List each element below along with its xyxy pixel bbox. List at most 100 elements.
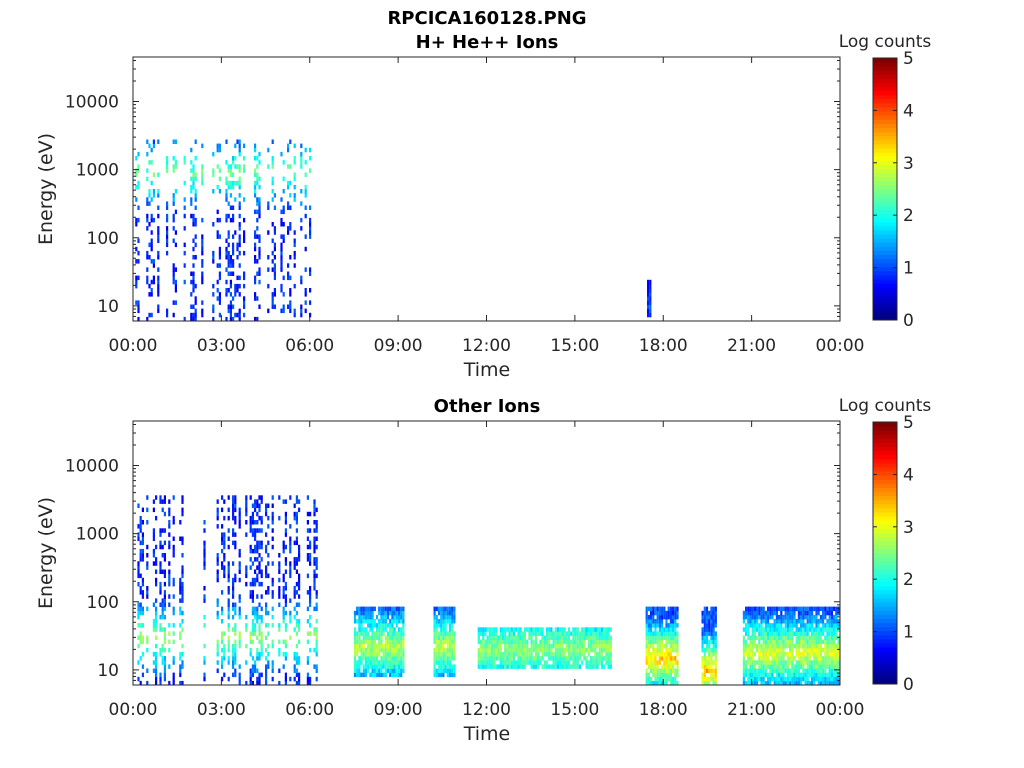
spectrogram-cell	[179, 664, 182, 669]
spectrogram-cell	[254, 279, 257, 285]
spectrogram-cell	[216, 143, 219, 149]
spectrogram-cell	[745, 623, 748, 628]
spectrogram-cell	[835, 606, 838, 612]
spectrogram-cell	[267, 515, 270, 521]
spectrogram-cell	[453, 643, 456, 649]
spectrogram-cell	[362, 635, 365, 640]
spectrogram-cell	[435, 652, 438, 657]
spectrogram-cell	[391, 668, 394, 673]
spectrogram-cell	[256, 209, 259, 215]
spectrogram-cell	[521, 639, 524, 645]
spectrogram-cell	[609, 643, 612, 649]
spectrogram-cell	[665, 660, 668, 665]
spectrogram-cell	[298, 623, 301, 628]
spectrogram-cell	[767, 672, 770, 678]
spectrogram-cell	[298, 499, 301, 504]
spectrogram-cell	[587, 652, 590, 657]
spectrogram-cell	[751, 676, 754, 682]
spectrogram-cell	[168, 520, 171, 525]
spectrogram-cell	[256, 573, 259, 579]
spectrogram-cell	[135, 283, 138, 289]
spectrogram-cell	[795, 643, 798, 649]
spectrogram-cell	[594, 664, 597, 669]
spectrogram-cell	[764, 614, 767, 620]
spectrogram-cell	[833, 631, 836, 636]
spectrogram-cell	[806, 668, 809, 673]
spectrogram-cell	[190, 168, 193, 173]
spectrogram-cell	[714, 660, 717, 665]
spectrogram-cell	[581, 631, 584, 636]
spectrogram-cell	[437, 668, 441, 673]
spectrogram-cell	[300, 189, 303, 194]
colorbar-swatch	[873, 536, 897, 542]
spectrogram-cell	[287, 275, 290, 281]
spectrogram-cell	[433, 639, 436, 645]
colorbar-swatch	[873, 614, 897, 619]
spectrogram-cell	[519, 660, 522, 665]
spectrogram-cell	[710, 664, 713, 669]
spectrogram-cell	[819, 627, 822, 632]
spectrogram-cell	[194, 316, 197, 321]
spectrogram-cell	[773, 664, 776, 669]
spectrogram-cell	[448, 643, 452, 649]
spectrogram-cell	[567, 652, 571, 657]
spectrogram-cell	[786, 668, 789, 673]
spectrogram-cell	[703, 672, 706, 678]
spectrogram-cell	[532, 664, 535, 669]
spectrogram-cell	[216, 668, 219, 673]
spectrogram-cell	[710, 614, 713, 620]
spectrogram-cell	[572, 643, 575, 649]
spectrogram-cell	[282, 548, 285, 554]
spectrogram-cell	[712, 623, 715, 628]
spectrogram-cell	[395, 668, 398, 673]
spectrogram-cell	[267, 586, 270, 591]
spectrogram-cell	[271, 156, 274, 161]
spectrogram-cell	[256, 520, 259, 525]
spectrogram-cell	[493, 656, 496, 661]
spectrogram-cell	[218, 147, 221, 153]
spectrogram-cell	[433, 656, 436, 661]
spectrogram-cell	[600, 664, 604, 669]
spectrogram-cell	[501, 656, 505, 661]
spectrogram-cell	[371, 668, 374, 673]
spectrogram-cell	[254, 246, 257, 252]
spectrogram-cell	[150, 279, 153, 285]
spectrogram-cell	[367, 635, 370, 640]
spectrogram-cell	[701, 619, 704, 624]
spectrogram-cell	[583, 631, 586, 636]
spectrogram-cell	[221, 532, 224, 537]
spectrogram-cell	[782, 664, 785, 669]
spectrogram-cell	[313, 544, 316, 550]
spectrogram-cell	[819, 643, 822, 649]
spectrogram-cell	[234, 515, 237, 521]
spectrogram-cell	[603, 627, 606, 632]
spectrogram-cell	[804, 610, 807, 616]
spectrogram-cell	[293, 627, 296, 632]
spectrogram-cell	[258, 267, 261, 272]
spectrogram-cell	[137, 275, 140, 281]
spectrogram-cell	[808, 672, 811, 678]
spectrogram-cell	[534, 652, 538, 657]
spectrogram-cell	[742, 643, 745, 649]
spectrogram-cell	[282, 577, 285, 583]
spectrogram-cell	[183, 242, 186, 248]
spectrogram-cell	[751, 623, 754, 628]
spectrogram-cells	[137, 495, 840, 685]
spectrogram-cell	[446, 614, 449, 620]
spectrogram-cell	[232, 606, 235, 612]
spectrogram-cell	[163, 573, 166, 579]
spectrogram-cell	[232, 602, 235, 607]
spectrogram-cell	[822, 606, 825, 612]
spectrogram-cell	[541, 652, 544, 657]
spectrogram-cell	[552, 656, 555, 661]
spectrogram-cell	[647, 631, 650, 636]
spectrogram-cell	[367, 631, 370, 636]
spectrogram-cell	[822, 656, 825, 661]
spectrogram-cell	[146, 606, 149, 612]
spectrogram-cell	[760, 656, 763, 661]
spectrogram-cell	[541, 656, 544, 661]
spectrogram-cell	[271, 180, 274, 186]
spectrogram-cell	[762, 656, 765, 661]
spectrogram-cell	[181, 540, 184, 546]
spectrogram-cell	[393, 619, 396, 624]
